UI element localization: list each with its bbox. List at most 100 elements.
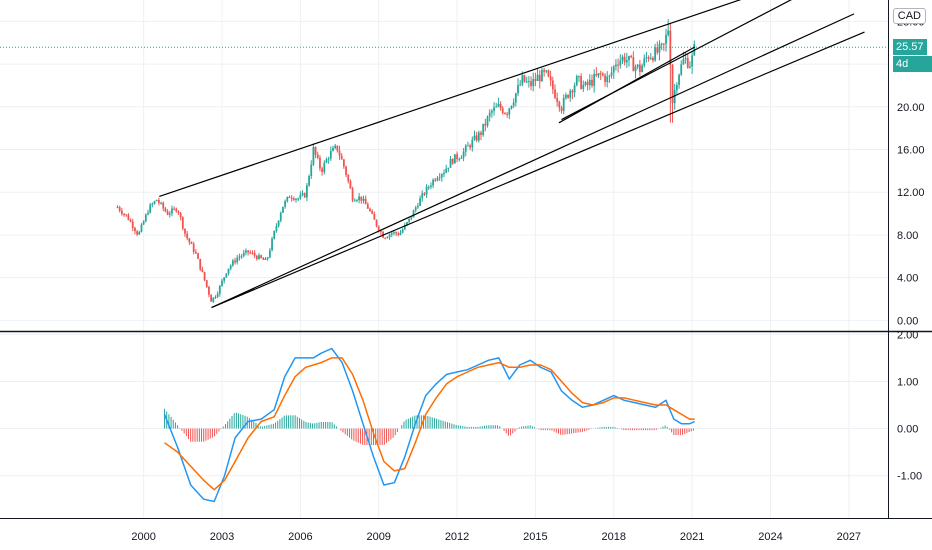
candle-body — [347, 174, 350, 182]
candle-body — [601, 73, 604, 76]
candle-body — [578, 76, 580, 78]
candle-body — [323, 162, 326, 172]
candle-body — [399, 232, 402, 235]
candle-body — [571, 90, 574, 93]
candle-body — [504, 113, 506, 115]
last-price-badge: 25.57 — [893, 39, 927, 56]
x-tick-label: 2003 — [210, 531, 234, 543]
candle-body — [199, 258, 202, 270]
candle-body — [477, 132, 480, 141]
candle-body — [208, 286, 210, 295]
candle-body — [197, 253, 199, 259]
macd-tick-label: 1.00 — [897, 376, 918, 388]
candle-body — [312, 147, 315, 165]
candle-body — [564, 94, 567, 98]
candle-body — [242, 252, 245, 256]
candle-body — [678, 74, 680, 86]
channel-line — [558, 46, 696, 124]
candle-body — [547, 70, 550, 77]
price-panel[interactable] — [0, 19, 888, 304]
candle-body — [225, 273, 228, 278]
candle-body — [334, 145, 337, 149]
x-tick-label: 2012 — [445, 531, 469, 543]
candle-body — [277, 220, 280, 227]
price-tick-label: 8.00 — [897, 230, 918, 242]
candle-body — [475, 135, 478, 141]
candle-body — [301, 193, 304, 195]
candle-body — [430, 185, 432, 187]
candle-body — [186, 233, 189, 239]
candle-body — [471, 139, 474, 148]
candle-body — [449, 159, 452, 168]
candle-body — [510, 105, 513, 109]
candle-body — [393, 232, 395, 234]
candle-body — [247, 250, 250, 253]
candle-body — [508, 108, 511, 115]
candle-body — [484, 123, 487, 126]
candle-body — [319, 157, 321, 169]
candle-body — [440, 174, 443, 178]
macd-tick-label: 0.00 — [897, 424, 918, 436]
candle-body — [599, 73, 602, 75]
candle-body — [434, 179, 437, 181]
candle-body — [497, 104, 500, 107]
candle-body — [260, 255, 263, 258]
candle-body — [662, 43, 665, 45]
candle-body — [573, 85, 576, 93]
candle-body — [136, 231, 139, 235]
candle-body — [480, 132, 482, 135]
candle-body — [460, 157, 463, 159]
candle-body — [556, 98, 559, 102]
candle-body — [665, 34, 667, 44]
candle-body — [512, 102, 515, 106]
candle-body — [634, 66, 637, 72]
candle-body — [118, 207, 121, 211]
candle-body — [271, 238, 273, 251]
candle-body — [530, 81, 532, 87]
candle-body — [580, 76, 583, 89]
candle-body — [669, 30, 672, 66]
candle-body — [408, 218, 411, 223]
candle-body — [612, 66, 615, 73]
candle-body — [210, 294, 213, 302]
candle-body — [545, 70, 548, 72]
candle-body — [615, 64, 617, 67]
candle-body — [445, 168, 448, 173]
candle-body — [462, 151, 465, 158]
candle-body — [427, 186, 430, 188]
currency-badge[interactable]: CAD — [892, 8, 926, 24]
candle-body — [240, 255, 243, 257]
candle-body — [419, 198, 421, 206]
candle-body — [543, 69, 546, 72]
candle-body — [689, 66, 691, 68]
candle-body — [680, 64, 683, 75]
candle-body — [673, 90, 676, 104]
candle-body — [155, 199, 158, 202]
candle-body — [308, 176, 310, 186]
candle-body — [379, 230, 382, 232]
candle-body — [205, 280, 208, 287]
candle-body — [473, 135, 476, 140]
candle-body — [567, 94, 569, 98]
candle-body — [416, 205, 419, 208]
candle-body — [538, 74, 541, 82]
candle-body — [116, 207, 119, 209]
candle-body — [675, 85, 678, 91]
candle-body — [184, 228, 186, 234]
candle-body — [377, 226, 380, 231]
candle-body — [255, 255, 258, 260]
candle-body — [188, 238, 191, 243]
candle-body — [266, 257, 269, 259]
candle-body — [177, 211, 180, 213]
candle-body — [525, 81, 528, 83]
candle-body — [371, 211, 374, 214]
candle-body — [536, 74, 539, 81]
trendlines[interactable] — [159, 0, 865, 309]
candle-body — [273, 231, 276, 239]
candle-body — [521, 75, 524, 85]
candle-body — [458, 158, 461, 160]
macd-panel[interactable] — [163, 347, 696, 503]
candle-body — [641, 65, 643, 73]
candle-body — [562, 97, 565, 111]
